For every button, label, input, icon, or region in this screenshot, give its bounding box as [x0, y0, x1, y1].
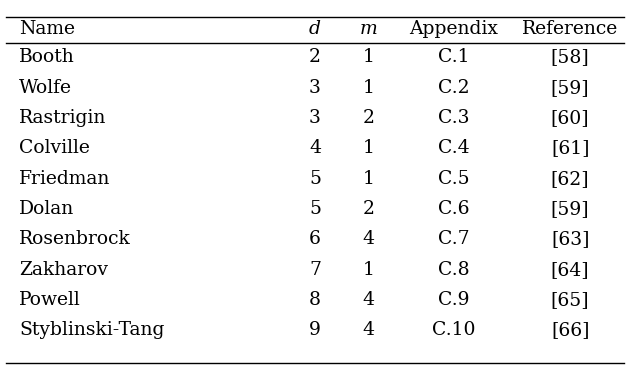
Text: 8: 8	[309, 291, 321, 309]
Text: [66]: [66]	[551, 322, 590, 339]
Text: C.6: C.6	[438, 200, 469, 218]
Text: 1: 1	[363, 48, 374, 66]
Text: [59]: [59]	[551, 79, 590, 97]
Text: Name: Name	[19, 20, 75, 38]
Text: 6: 6	[309, 231, 321, 248]
Text: 4: 4	[362, 322, 375, 339]
Text: Zakharov: Zakharov	[19, 261, 108, 279]
Text: C.7: C.7	[438, 231, 469, 248]
Text: m: m	[360, 20, 377, 38]
Text: 7: 7	[309, 261, 321, 279]
Text: Reference: Reference	[522, 20, 618, 38]
Text: C.1: C.1	[438, 48, 469, 66]
Text: Booth: Booth	[19, 48, 74, 66]
Text: Appendix: Appendix	[409, 20, 498, 38]
Text: 4: 4	[362, 231, 375, 248]
Text: [59]: [59]	[551, 200, 590, 218]
Text: [58]: [58]	[551, 48, 590, 66]
Text: C.9: C.9	[438, 291, 469, 309]
Text: 5: 5	[309, 200, 321, 218]
Text: 1: 1	[363, 261, 374, 279]
Text: 3: 3	[309, 79, 321, 97]
Text: 2: 2	[362, 109, 375, 127]
Text: C.10: C.10	[432, 322, 476, 339]
Text: 2: 2	[362, 200, 375, 218]
Text: 5: 5	[309, 170, 321, 188]
Text: [62]: [62]	[551, 170, 590, 188]
Text: Colville: Colville	[19, 139, 90, 157]
Text: Wolfe: Wolfe	[19, 79, 72, 97]
Text: 1: 1	[363, 139, 374, 157]
Text: C.2: C.2	[438, 79, 469, 97]
Text: 1: 1	[363, 79, 374, 97]
Text: Friedman: Friedman	[19, 170, 110, 188]
Text: 4: 4	[362, 291, 375, 309]
Text: C.3: C.3	[438, 109, 469, 127]
Text: C.4: C.4	[438, 139, 469, 157]
Text: Rastrigin: Rastrigin	[19, 109, 106, 127]
Text: [64]: [64]	[551, 261, 590, 279]
Text: 3: 3	[309, 109, 321, 127]
Text: Rosenbrock: Rosenbrock	[19, 231, 130, 248]
Text: 1: 1	[363, 170, 374, 188]
Text: 4: 4	[309, 139, 321, 157]
Text: Dolan: Dolan	[19, 200, 74, 218]
Text: C.5: C.5	[438, 170, 469, 188]
Text: Styblinski-Tang: Styblinski-Tang	[19, 322, 164, 339]
Text: C.8: C.8	[438, 261, 469, 279]
Text: d: d	[309, 20, 321, 38]
Text: 9: 9	[309, 322, 321, 339]
Text: [65]: [65]	[551, 291, 590, 309]
Text: 2: 2	[309, 48, 321, 66]
Text: [63]: [63]	[551, 231, 590, 248]
Text: [61]: [61]	[551, 139, 590, 157]
Text: Powell: Powell	[19, 291, 81, 309]
Text: [60]: [60]	[551, 109, 590, 127]
